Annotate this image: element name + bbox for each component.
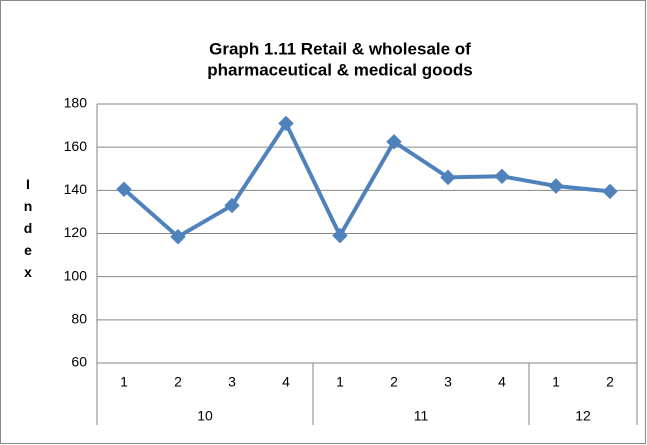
- data-point: [440, 169, 456, 186]
- x-tick-label: 2: [390, 374, 398, 390]
- data-point: [278, 115, 294, 132]
- data-point: [602, 183, 618, 200]
- data-point: [332, 227, 348, 244]
- y-tick-label: 160: [64, 138, 88, 154]
- x-group-label: 11: [414, 408, 429, 424]
- y-tick-label: 80: [71, 311, 87, 327]
- x-tick-label: 4: [498, 374, 506, 390]
- y-tick-label: 60: [71, 354, 87, 370]
- x-tick-label: 4: [282, 374, 290, 390]
- x-tick-label: 3: [444, 374, 452, 390]
- chart-title: Graph 1.11 Retail & wholesale of: [209, 39, 471, 58]
- data-point: [386, 134, 402, 150]
- data-point: [116, 181, 132, 197]
- series-line: [122, 121, 611, 239]
- y-tick-label: 140: [64, 181, 88, 197]
- x-tick-label: 2: [606, 374, 614, 390]
- y-tick-label: 100: [64, 267, 88, 283]
- y-tick-label: 180: [64, 95, 88, 111]
- chart-title: pharmaceutical & medical goods: [207, 60, 472, 79]
- y-tick-label: 120: [64, 224, 88, 240]
- data-point: [224, 197, 240, 214]
- x-tick-label: 1: [552, 374, 560, 390]
- x-tick-label: 2: [174, 374, 182, 390]
- x-group-label: 10: [197, 408, 213, 424]
- x-tick-label: 3: [228, 374, 236, 390]
- x-tick-label: 1: [120, 374, 128, 390]
- data-point: [170, 229, 186, 245]
- data-point: [548, 178, 564, 194]
- x-group-label: 12: [575, 408, 591, 424]
- x-tick-label: 1: [336, 374, 344, 390]
- data-point: [494, 168, 510, 185]
